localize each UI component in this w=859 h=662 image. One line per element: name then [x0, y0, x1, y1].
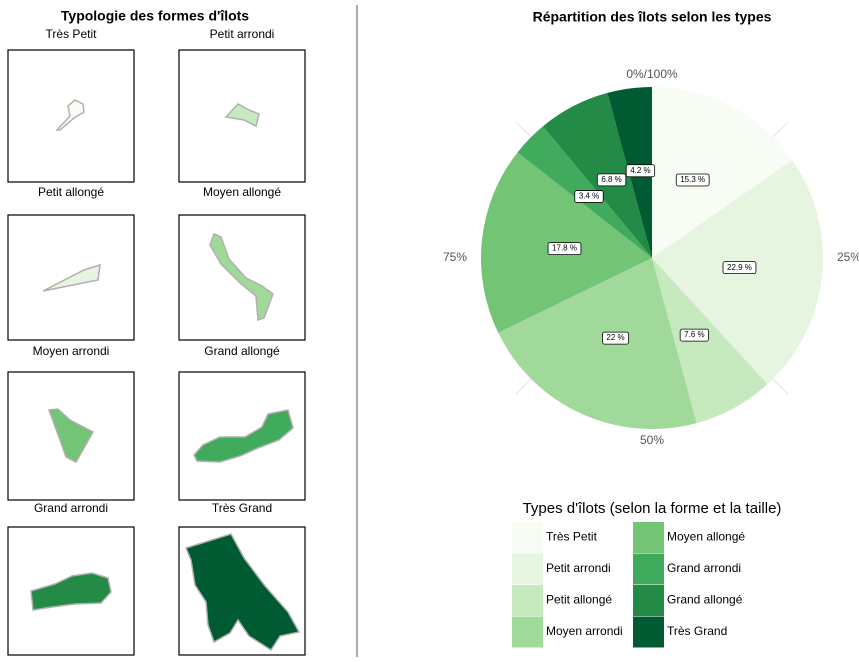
panel-label: Petit arrondi	[210, 27, 275, 41]
radial-grid	[515, 121, 789, 395]
legend-label: Grand allongé	[667, 593, 743, 607]
data-label: 4.2 %	[630, 166, 650, 175]
panel-label: Moyen allongé	[203, 185, 281, 199]
data-label-box	[547, 242, 582, 256]
angle-tick-label: 25%	[837, 250, 859, 264]
legend-label: Moyen allongé	[667, 530, 745, 544]
data-label: 15.3 %	[680, 175, 705, 184]
legend-swatch	[512, 616, 543, 648]
panel-box	[178, 371, 306, 501]
legend-label: Très Grand	[667, 624, 727, 638]
legend-swatch	[633, 616, 664, 648]
legend-swatch	[633, 522, 664, 553]
legend-title: Types d'îlots (selon la forme et la tail…	[523, 500, 782, 517]
panel-label: Moyen arrondi	[33, 344, 110, 358]
panel-label: Grand allongé	[204, 344, 280, 358]
data-label: 6.8 %	[601, 175, 621, 184]
data-label: 22 %	[606, 333, 624, 342]
panels	[7, 49, 306, 656]
shape	[47, 408, 95, 463]
panel-label: Très Grand	[212, 501, 272, 515]
shape	[209, 232, 274, 322]
pie-slice	[498, 258, 697, 429]
legend-label: Très Petit	[546, 530, 598, 544]
pie-slice	[652, 258, 768, 424]
angle-tick-label: 50%	[640, 433, 664, 447]
legend-label: Moyen arrondi	[546, 624, 623, 638]
panel-label: Grand arrondi	[34, 501, 108, 515]
data-label-box	[722, 261, 757, 275]
shape	[184, 533, 301, 652]
legend-swatch	[512, 585, 543, 616]
data-label: 7.6 %	[684, 330, 704, 339]
data-label-box	[602, 331, 630, 345]
legend-swatch	[512, 522, 543, 553]
data-label-box	[625, 164, 656, 178]
data-label-box	[679, 328, 710, 342]
data-label-box	[675, 173, 710, 187]
shape	[224, 103, 260, 128]
pie-slice	[652, 87, 793, 258]
legend-label: Petit arrondi	[546, 561, 611, 575]
data-label: 3.4 %	[579, 192, 599, 201]
legend-swatch	[633, 553, 664, 585]
data-label-box	[596, 173, 627, 187]
shape	[42, 263, 101, 292]
angle-tick-label: 75%	[443, 250, 467, 264]
shape	[55, 99, 85, 131]
chart-title: Répartition des îlots selon les types	[533, 9, 772, 25]
data-label: 17.8 %	[552, 244, 577, 253]
legend-label: Grand arrondi	[667, 561, 741, 575]
panel-label: Très Petit	[46, 27, 98, 41]
shape	[30, 572, 112, 611]
legend-swatch	[512, 553, 543, 585]
angle-tick-label: 0%/100%	[626, 67, 678, 81]
shape	[193, 409, 294, 463]
legend-label: Petit allongé	[546, 593, 612, 607]
panel-label: Petit allongé	[38, 185, 104, 199]
legend-swatch	[633, 585, 664, 616]
data-label: 22.9 %	[727, 263, 752, 272]
typology-title: Typologie des formes d'îlots	[61, 8, 249, 24]
data-label-box	[574, 190, 604, 203]
